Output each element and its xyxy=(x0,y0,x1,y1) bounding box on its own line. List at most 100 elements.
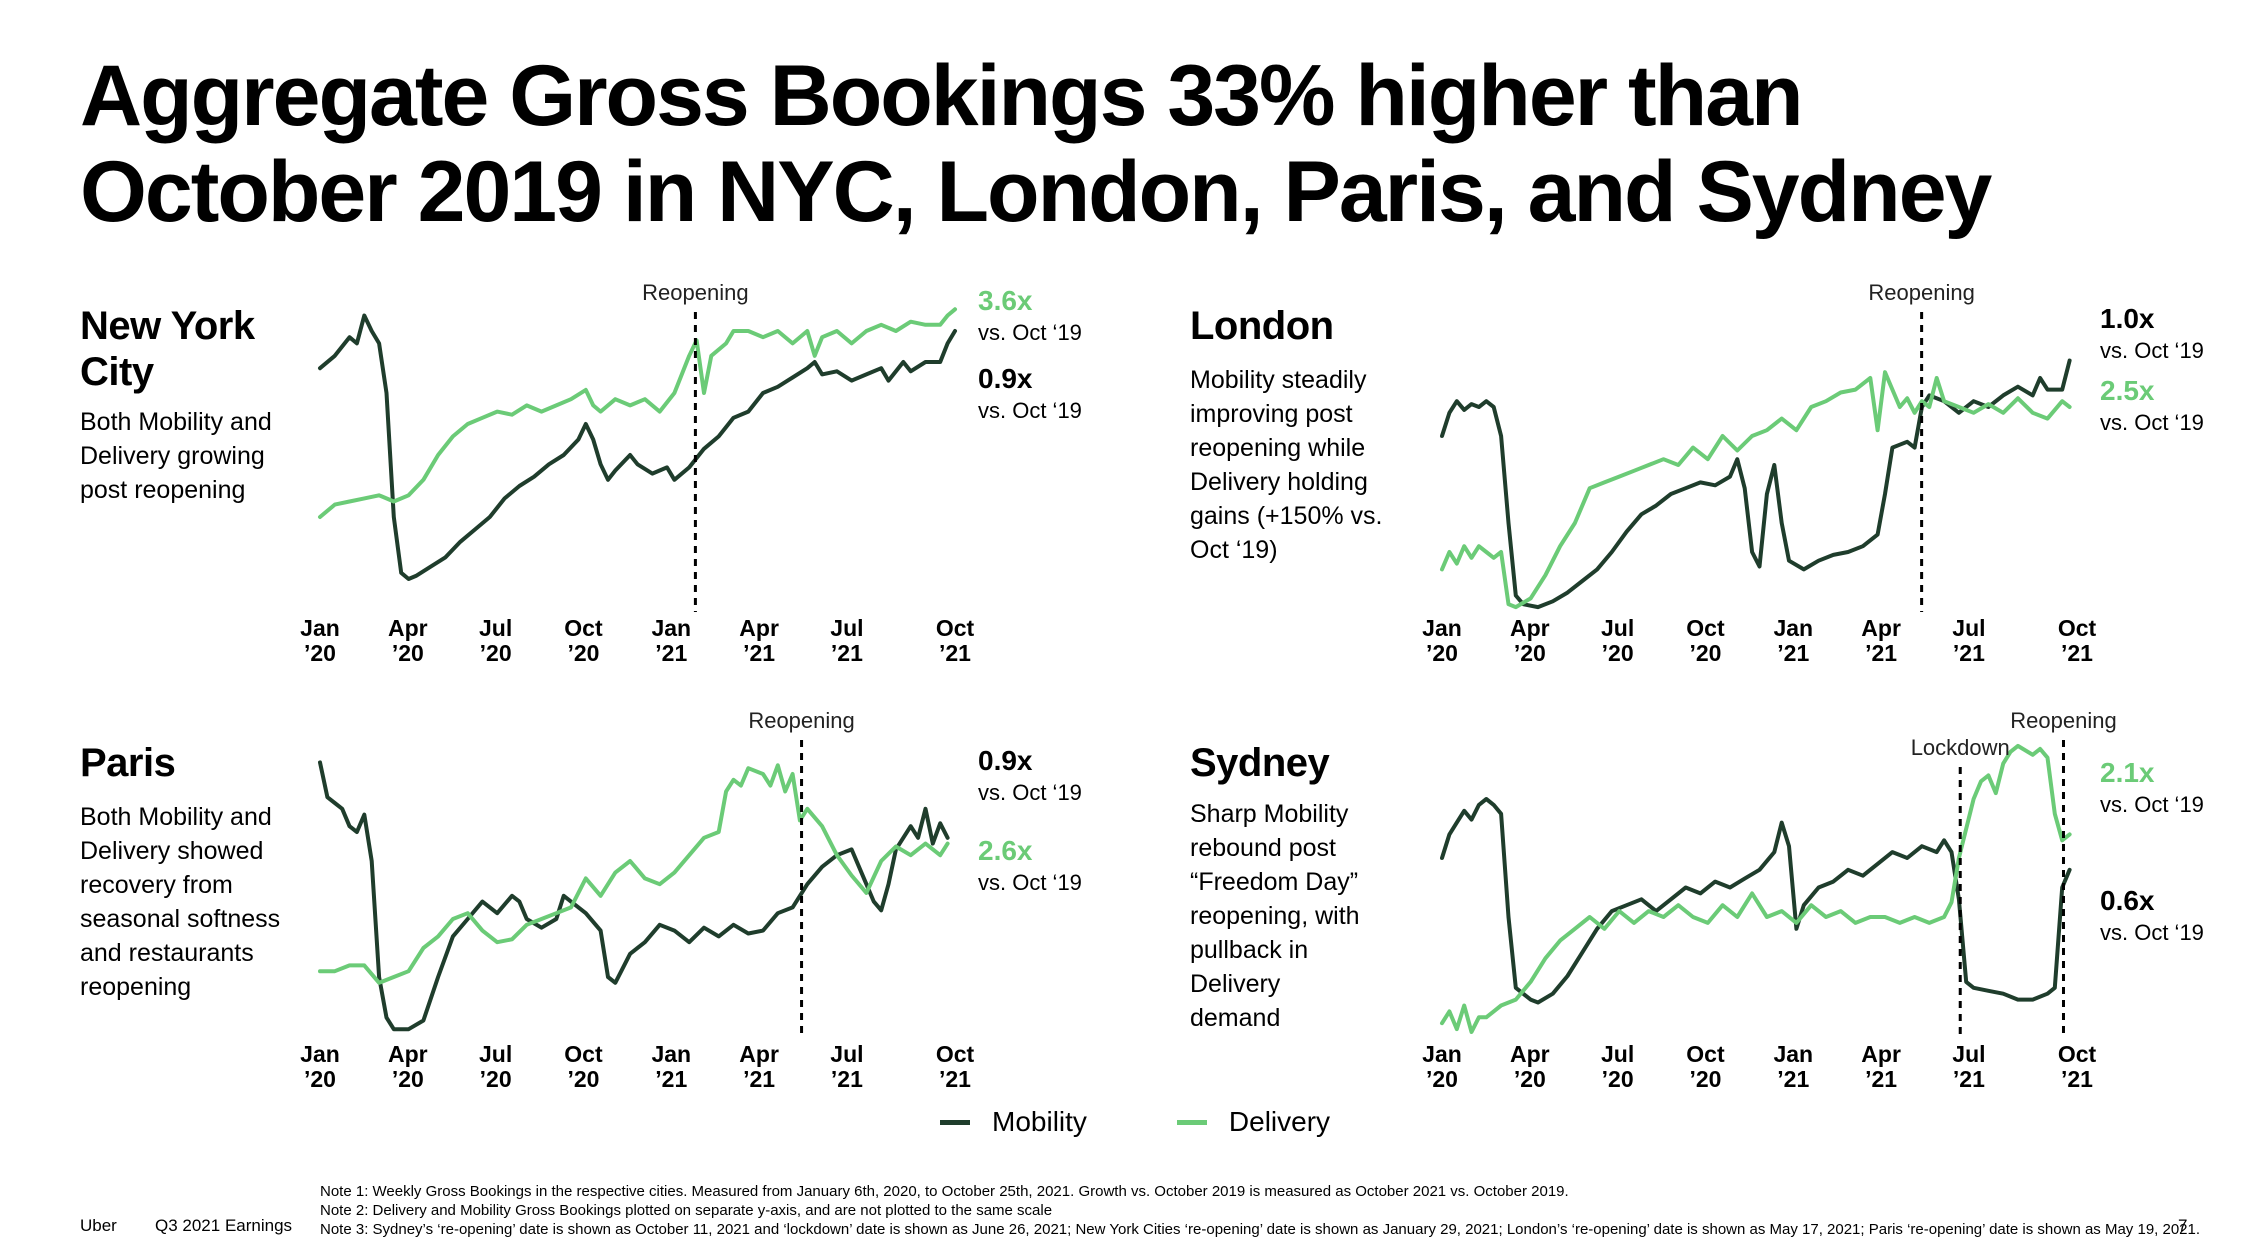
description-line: Delivery xyxy=(1190,970,1281,998)
x-tick-year: ’21 xyxy=(1777,1066,1809,1092)
value-label-mobility: 0.9x xyxy=(978,363,1033,394)
footnote-line: Note 2: Delivery and Mobility Gross Book… xyxy=(320,1202,1053,1219)
title-line: Aggregate Gross Bookings 33% higher than xyxy=(80,48,1804,144)
x-tick-label: Oct xyxy=(1686,615,1725,641)
comparison-label: vs. Oct ‘19 xyxy=(978,320,1082,345)
event-label-reopening: Reopening xyxy=(642,280,748,305)
value-label-delivery: 2.6x xyxy=(978,835,1033,866)
x-tick-label: Apr xyxy=(739,615,779,641)
x-tick-year: ’21 xyxy=(1865,640,1897,666)
legend-label-delivery: Delivery xyxy=(1228,1106,1331,1137)
legend-label-mobility: Mobility xyxy=(992,1106,1087,1137)
x-tick-year: ’21 xyxy=(939,640,971,666)
x-tick-label: Oct xyxy=(564,1041,603,1067)
title-line: October 2019 in NYC, London, Paris, and … xyxy=(80,144,1992,240)
description-line: reopening xyxy=(80,973,192,1001)
paris-panel-title: Paris xyxy=(80,740,176,786)
x-tick-label: Oct xyxy=(2058,1041,2097,1067)
x-tick-year: ’21 xyxy=(743,1066,775,1092)
description-line: seasonal softness xyxy=(80,905,281,933)
x-tick-year: ’20 xyxy=(304,1066,336,1092)
x-tick-year: ’21 xyxy=(1865,1066,1897,1092)
description-line: Oct ‘19) xyxy=(1190,536,1278,564)
x-tick-label: Apr xyxy=(1510,615,1550,641)
series-line-delivery xyxy=(1440,743,2072,1034)
x-tick-year: ’20 xyxy=(1514,1066,1546,1092)
legend-swatch-mobility xyxy=(940,1119,970,1125)
sydney-panel-description: Sharp Mobility rebound post “Freedom Day… xyxy=(1190,797,1360,1035)
x-tick-year: ’21 xyxy=(1953,640,1985,666)
comparison-label: vs. Oct ‘19 xyxy=(2100,920,2204,945)
x-tick-label: Jan xyxy=(300,615,340,641)
footer-report: Q3 2021 Earnings xyxy=(155,1216,293,1235)
panel-title-line: London xyxy=(1190,304,1334,348)
x-tick-label: Oct xyxy=(936,615,975,641)
series-line-delivery xyxy=(1440,370,2072,610)
comparison-label: vs. Oct ‘19 xyxy=(2100,338,2204,363)
x-tick-label: Oct xyxy=(2058,615,2097,641)
description-line: “Freedom Day” xyxy=(1190,868,1359,896)
value-label-mobility: 0.9x xyxy=(978,745,1033,776)
x-tick-label: Jul xyxy=(1601,1041,1634,1067)
x-tick-label: Jan xyxy=(1773,1041,1813,1067)
x-tick-year: ’20 xyxy=(480,1066,512,1092)
x-tick-year: ’20 xyxy=(392,1066,424,1092)
description-line: Delivery holding xyxy=(1190,468,1368,496)
x-tick-year: ’20 xyxy=(1426,640,1458,666)
page-title: Aggregate Gross Bookings 33% higher than… xyxy=(80,48,2180,240)
nyc-panel-description: Both Mobility and Delivery growing post … xyxy=(80,405,272,507)
comparison-label: vs. Oct ‘19 xyxy=(978,780,1082,805)
series-line-mobility xyxy=(1440,797,2072,1005)
description-line: recovery from xyxy=(80,871,233,899)
description-line: Mobility steadily xyxy=(1190,366,1367,394)
x-tick-year: ’21 xyxy=(1953,1066,1985,1092)
x-tick-label: Jan xyxy=(651,1041,691,1067)
value-label-mobility: 1.0x xyxy=(2100,303,2155,334)
x-tick-label: Jul xyxy=(479,615,512,641)
legend-swatch-delivery xyxy=(1176,1119,1207,1125)
x-tick-label: Jul xyxy=(1952,615,1985,641)
x-tick-year: ’20 xyxy=(1689,640,1721,666)
x-tick-year: ’21 xyxy=(939,1066,971,1092)
x-tick-year: ’21 xyxy=(831,1066,863,1092)
comparison-label: vs. Oct ‘19 xyxy=(978,398,1082,423)
x-tick-year: ’20 xyxy=(304,640,336,666)
description-line: Delivery showed xyxy=(80,837,264,865)
value-label-mobility: 0.6x xyxy=(2100,885,2155,916)
description-line: and restaurants xyxy=(80,939,254,967)
comparison-label: vs. Oct ‘19 xyxy=(978,870,1082,895)
series-line-mobility xyxy=(318,760,950,1032)
description-line: Delivery growing xyxy=(80,442,265,470)
x-tick-label: Jan xyxy=(1773,615,1813,641)
x-tick-year: ’20 xyxy=(1602,1066,1634,1092)
value-label-delivery: 2.1x xyxy=(2100,757,2155,788)
x-tick-year: ’21 xyxy=(2061,1066,2093,1092)
x-tick-label: Oct xyxy=(1686,1041,1725,1067)
x-tick-label: Apr xyxy=(388,615,428,641)
legend-item-mobility: Mobility xyxy=(940,1106,1087,1138)
x-tick-year: ’20 xyxy=(1514,640,1546,666)
footnote-line: Note 1: Weekly Gross Bookings in the res… xyxy=(320,1183,1569,1200)
x-tick-label: Jan xyxy=(651,615,691,641)
london-panel-title: London xyxy=(1190,303,1334,349)
x-tick-year: ’20 xyxy=(1602,640,1634,666)
chart-legend: Mobility Delivery xyxy=(940,1106,1330,1138)
series-line-mobility xyxy=(1440,358,2072,610)
nyc-panel-title: New York City xyxy=(80,303,255,395)
x-tick-label: Apr xyxy=(1861,615,1901,641)
description-line: rebound post xyxy=(1190,834,1336,862)
description-line: Both Mobility and xyxy=(80,803,272,831)
panel-title-line: New York xyxy=(80,304,255,348)
x-tick-label: Apr xyxy=(1861,1041,1901,1067)
description-line: demand xyxy=(1190,1004,1281,1032)
description-line: reopening, with xyxy=(1190,902,1360,930)
paris-panel-description: Both Mobility and Delivery showed recove… xyxy=(80,800,280,1004)
panel-title-line: City xyxy=(80,350,154,394)
description-line: post reopening xyxy=(80,476,246,504)
x-tick-year: ’21 xyxy=(655,1066,687,1092)
series-line-mobility xyxy=(318,313,957,581)
x-tick-year: ’20 xyxy=(1689,1066,1721,1092)
x-tick-label: Jul xyxy=(830,615,863,641)
description-line: Both Mobility and xyxy=(80,408,272,436)
